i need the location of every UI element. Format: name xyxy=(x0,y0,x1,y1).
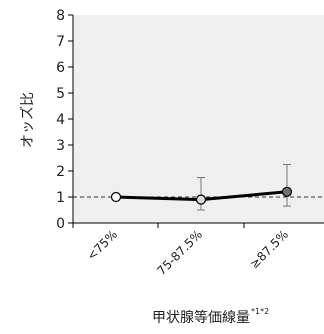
y-tick-label: 1 xyxy=(56,190,65,206)
y-axis-title: オッズ比 xyxy=(20,92,36,148)
y-tick-label: 0 xyxy=(56,216,65,232)
y-axis-ticks xyxy=(68,14,73,224)
data-point xyxy=(110,191,122,203)
y-axis-tick-labels: 0 1 2 3 4 5 6 7 8 xyxy=(56,8,65,232)
x-axis-tick-labels: <75% 75-87.5% ≥87.5% xyxy=(84,227,291,278)
data-point xyxy=(281,186,293,197)
y-tick-label: 4 xyxy=(56,112,65,128)
x-axis-ticks xyxy=(72,223,245,228)
x-tick-label: 75-87.5% xyxy=(154,227,205,278)
y-tick-label: 8 xyxy=(56,8,65,24)
y-tick-label: 5 xyxy=(56,86,65,102)
data-markers xyxy=(110,186,293,205)
y-tick-label: 7 xyxy=(56,34,65,50)
plot-area xyxy=(73,15,324,223)
y-tick-label: 6 xyxy=(56,60,65,76)
y-tick-label: 3 xyxy=(56,138,65,154)
x-tick-label: ≥87.5% xyxy=(247,227,291,271)
y-tick-label: 2 xyxy=(56,164,65,180)
x-axis-title: 甲状腺等価線量 xyxy=(152,309,250,326)
x-tick-label: <75% xyxy=(84,227,120,263)
x-axis-title-footnote: *1*2 xyxy=(251,307,269,316)
data-point xyxy=(195,194,207,205)
